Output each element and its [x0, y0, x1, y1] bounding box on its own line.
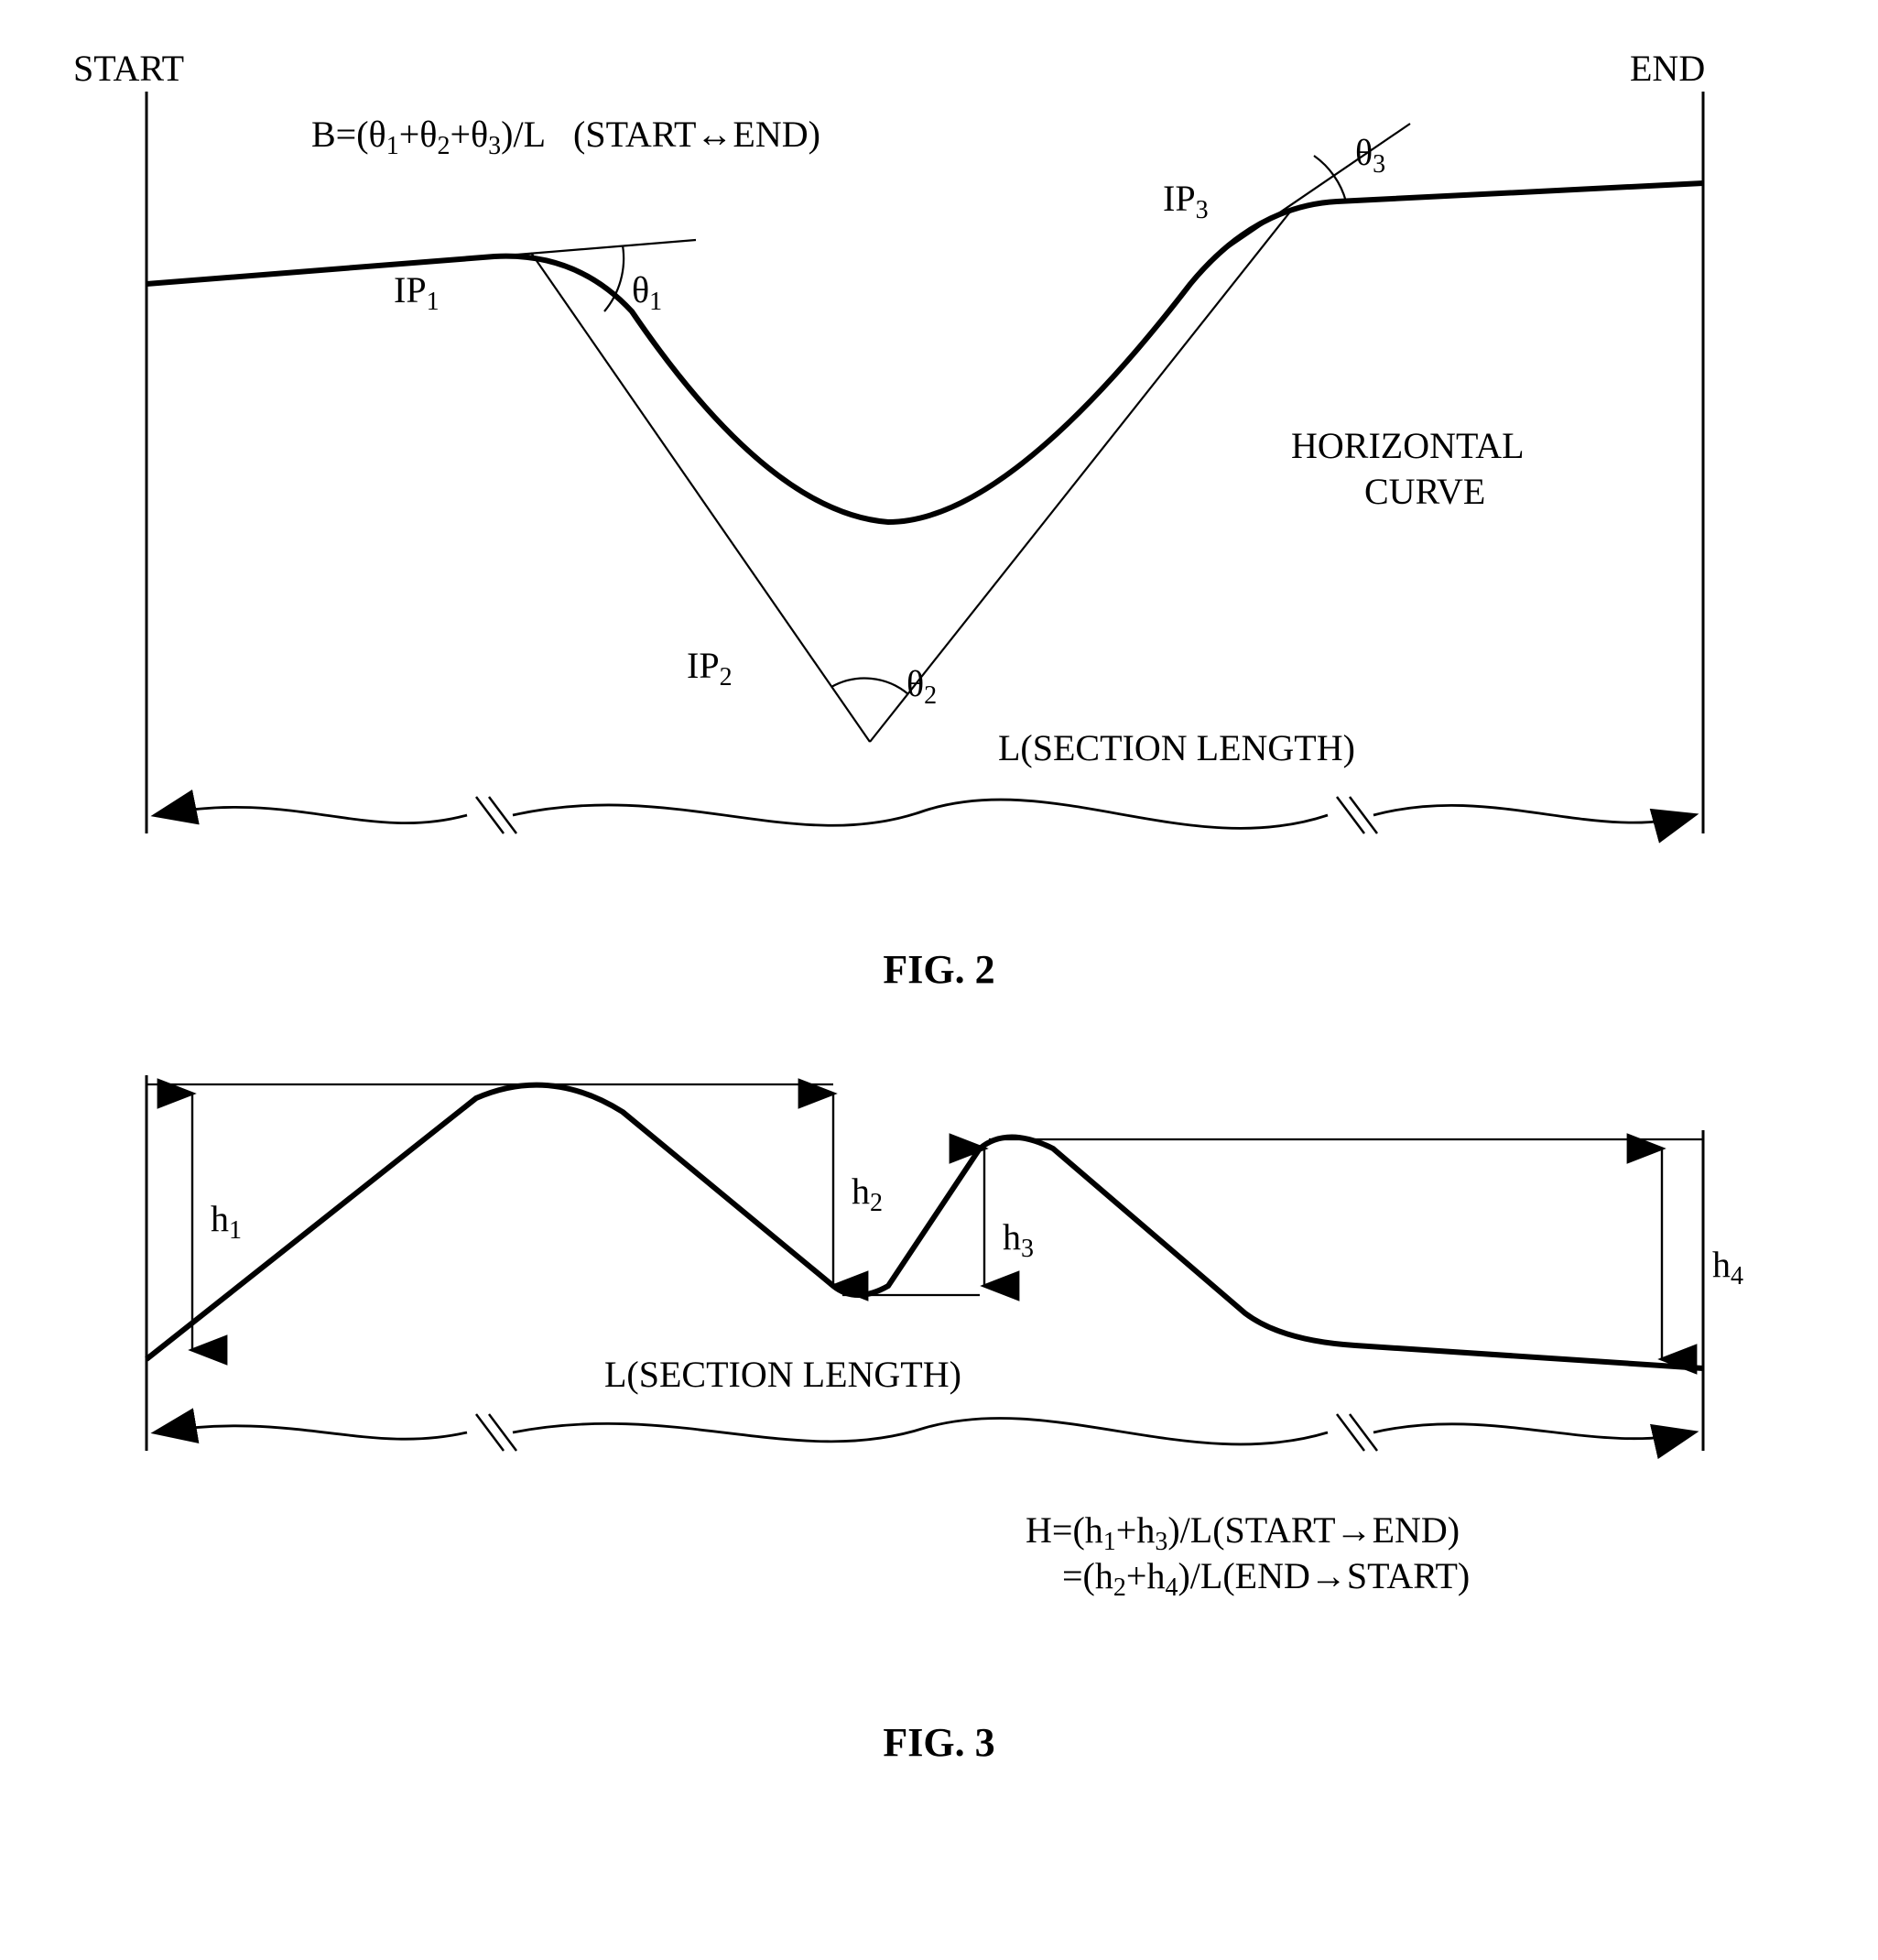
tangent-ip1: [494, 240, 696, 256]
section-length-label-f3: L(SECTION LENGTH): [604, 1354, 961, 1395]
break-tick: [489, 1414, 516, 1451]
figure-3-block: h1 h2 h3 h4 L(SECTION LENGTH) H=(h1+h3)/…: [37, 1048, 1841, 1766]
section-length-label: L(SECTION LENGTH): [998, 727, 1355, 768]
vertical-profile: [147, 1085, 1703, 1368]
start-label: START: [73, 48, 184, 89]
theta2-label: θ2: [906, 663, 937, 710]
tangent-ip3-ext: [1209, 124, 1410, 261]
formula-h1: H=(h1+h3)/L(START→END): [1026, 1509, 1460, 1556]
horizontal-curve-label: HORIZONTAL: [1291, 425, 1525, 466]
ip3-label: IP3: [1163, 178, 1209, 224]
ip2-label: IP2: [687, 645, 733, 691]
section-length-dim: [156, 800, 1694, 828]
h2-label: h2: [852, 1171, 883, 1217]
h1-label: h1: [211, 1198, 242, 1245]
theta2-arc: [831, 679, 908, 694]
break-tick: [1350, 797, 1377, 833]
theta3-label: θ3: [1355, 132, 1385, 179]
figure-3-caption: FIG. 3: [37, 1719, 1841, 1766]
end-label: END: [1630, 48, 1705, 89]
tangent-ip2-up: [870, 211, 1291, 742]
h3-label: h3: [1003, 1216, 1034, 1263]
figure-2-caption: FIG. 2: [37, 946, 1841, 993]
break-tick: [489, 797, 516, 833]
formula-b: B=(θ1+θ2+θ3)/L (START↔END): [311, 114, 820, 160]
theta1-label: θ1: [632, 269, 662, 316]
figure-2-svg: START END B=(θ1+θ2+θ3)/L (START↔END) IP1…: [37, 37, 1776, 916]
h4-label: h4: [1712, 1244, 1743, 1290]
section-length-dim-f3: [156, 1418, 1694, 1443]
break-tick: [1337, 1414, 1364, 1451]
ip1-label: IP1: [394, 269, 440, 316]
figure-2-block: START END B=(θ1+θ2+θ3)/L (START↔END) IP1…: [37, 37, 1841, 993]
break-tick: [476, 1414, 504, 1451]
break-tick: [1350, 1414, 1377, 1451]
horizontal-curve-label2: CURVE: [1364, 471, 1485, 512]
formula-h2: =(h2+h4)/L(END→START): [1062, 1555, 1470, 1602]
break-tick: [476, 797, 504, 833]
figure-3-svg: h1 h2 h3 h4 L(SECTION LENGTH) H=(h1+h3)/…: [37, 1048, 1776, 1689]
break-tick: [1337, 797, 1364, 833]
